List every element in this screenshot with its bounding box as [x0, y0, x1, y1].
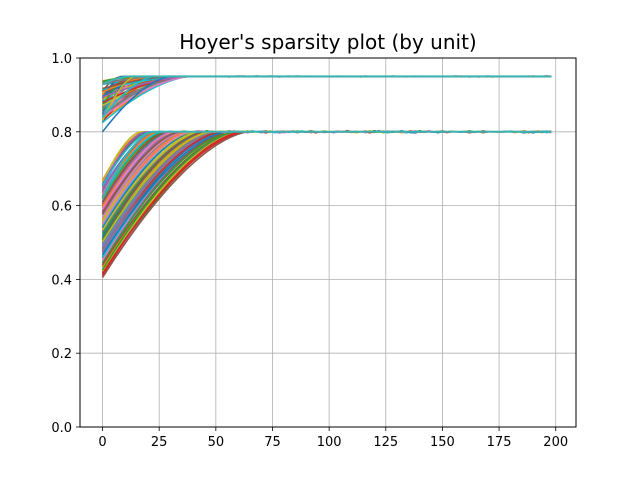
series-line-upper — [102, 75, 552, 116]
series-line-upper — [101, 75, 552, 122]
series-line-upper — [101, 75, 552, 115]
series-line-upper — [101, 75, 552, 133]
series-line-upper — [101, 75, 552, 120]
x-tick-label: 100 — [317, 435, 342, 450]
series-line-upper — [101, 75, 552, 119]
series-line-upper — [101, 75, 552, 117]
series-line-upper — [101, 75, 552, 122]
axes-frame — [79, 57, 577, 428]
series-lines — [101, 75, 552, 279]
x-tick-label: 25 — [151, 435, 168, 450]
y-tick-label: 1.0 — [51, 52, 72, 67]
x-tick-label: 75 — [264, 435, 281, 450]
series-line-upper-top — [102, 75, 552, 85]
y-tick-label: 0.8 — [51, 126, 72, 141]
series-line-lower-top — [101, 130, 552, 199]
series-line-upper — [101, 75, 552, 123]
y-tick-label: 0.6 — [51, 200, 72, 215]
series-line-upper — [102, 75, 552, 118]
series-line-upper — [101, 75, 552, 122]
grid-lines — [80, 57, 576, 428]
y-axis-ticks: 0.0 0.2 0.4 0.6 0.8 1.0 — [51, 52, 80, 436]
x-tick-label: 0 — [98, 435, 106, 450]
series-line-upper — [102, 75, 552, 124]
series-line-upper — [101, 75, 552, 119]
x-axis-ticks: 0 25 50 75 100 125 150 175 200 — [98, 427, 568, 450]
series-line-upper — [101, 75, 552, 121]
series-line-upper — [102, 75, 552, 121]
y-tick-label: 0.4 — [51, 273, 72, 288]
y-tick-label: 0.2 — [51, 347, 72, 362]
series-line-upper — [102, 75, 552, 116]
x-tick-label: 50 — [208, 435, 225, 450]
x-tick-label: 175 — [487, 435, 512, 450]
x-tick-label: 150 — [430, 435, 455, 450]
series-line-upper — [102, 75, 552, 118]
y-tick-label: 0.0 — [51, 421, 72, 436]
series-line-upper — [101, 75, 552, 123]
series-line-upper — [101, 75, 552, 118]
x-tick-label: 125 — [373, 435, 398, 450]
chart-title: Hoyer's sparsity plot (by unit) — [179, 30, 476, 54]
x-tick-label: 200 — [543, 435, 568, 450]
